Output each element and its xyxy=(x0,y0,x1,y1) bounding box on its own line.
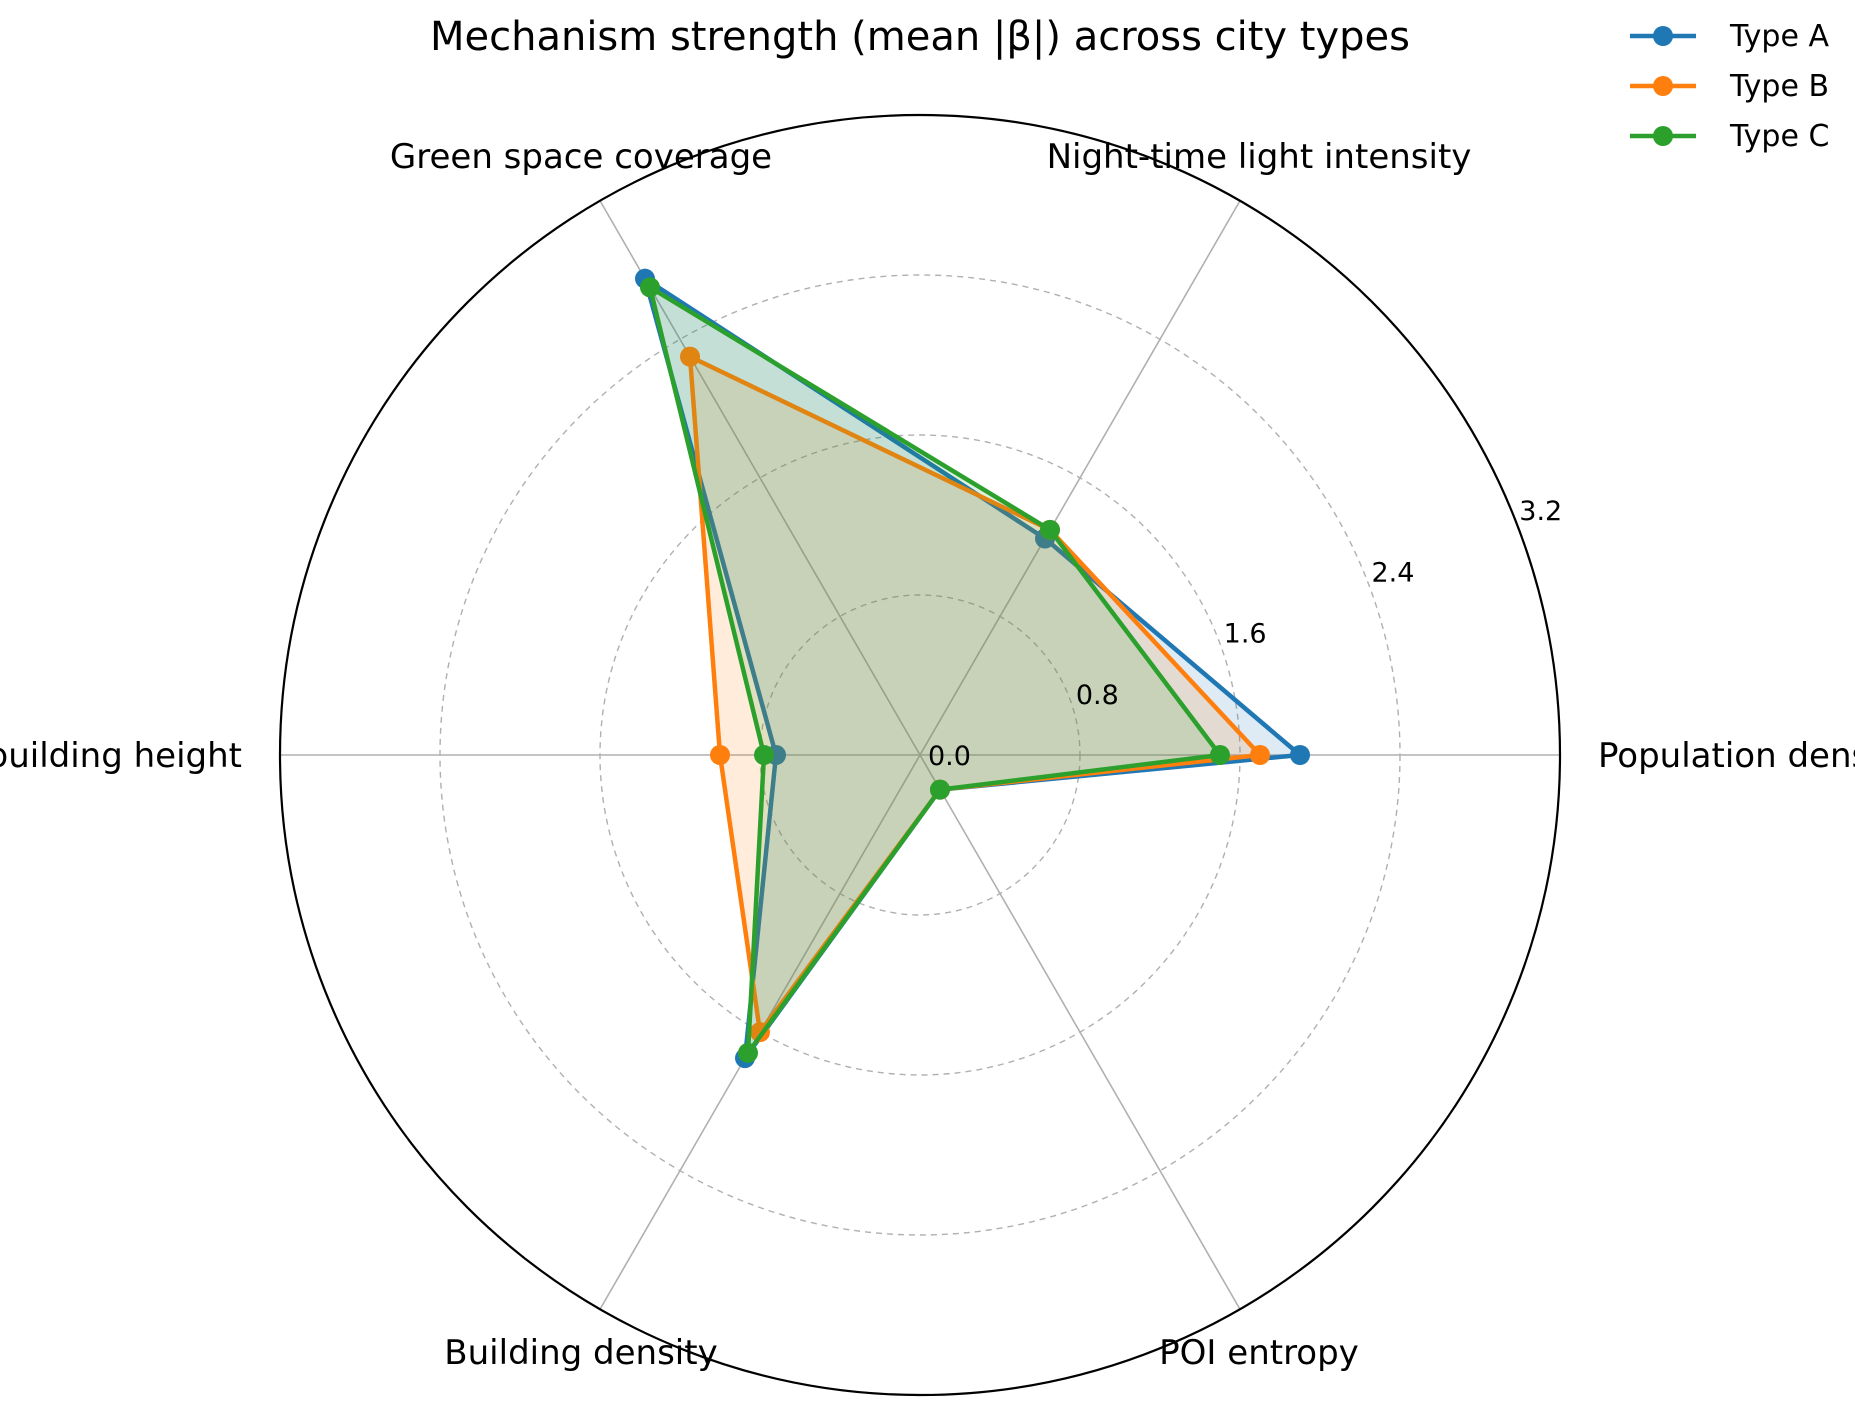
series-fill xyxy=(690,356,1260,1033)
label-layer: 0.0 0.8 1.6 2.4 3.2 Population density Night-t… xyxy=(0,137,1855,1373)
radial-tick-label: 0.0 xyxy=(928,741,971,772)
axis-label: Average building height xyxy=(0,736,242,776)
axis-label: POI entropy xyxy=(1159,1333,1359,1373)
axis-label: Night-time light intensity xyxy=(1047,137,1472,177)
chart-title: Mechanism strength (mean |β|) across cit… xyxy=(430,14,1410,60)
axis-label: Green space coverage xyxy=(390,137,772,177)
legend-label: Type C xyxy=(1729,119,1829,154)
radial-tick-label: 3.2 xyxy=(1519,496,1562,527)
legend-marker xyxy=(1653,26,1673,46)
radial-tick-label: 2.4 xyxy=(1371,557,1414,588)
legend-label: Type B xyxy=(1729,69,1829,104)
legend: Type A Type B Type C xyxy=(1630,19,1829,154)
series-point xyxy=(640,277,660,298)
radial-tick-label: 0.8 xyxy=(1076,680,1119,711)
series-point xyxy=(1290,745,1310,765)
axis-label: Population density xyxy=(1598,736,1855,776)
series-fill xyxy=(650,287,1220,1053)
axis-label: Building density xyxy=(444,1333,717,1373)
series-point xyxy=(1250,745,1270,765)
series-fill xyxy=(645,278,1300,1059)
series-point xyxy=(1040,519,1060,540)
outer-frame xyxy=(278,113,1562,1397)
legend-marker xyxy=(1653,76,1673,96)
grid-circle xyxy=(759,594,1081,916)
series-point xyxy=(738,1042,758,1063)
series-point xyxy=(1210,745,1230,765)
series-point xyxy=(710,745,730,765)
series-layer xyxy=(635,268,1310,1069)
grid-circle xyxy=(439,274,1401,1236)
series-point xyxy=(754,745,774,765)
series-point xyxy=(680,346,700,367)
legend-label: Type A xyxy=(1729,19,1829,54)
series-point xyxy=(930,779,950,800)
radial-tick-label: 1.6 xyxy=(1224,619,1267,650)
legend-marker xyxy=(1653,126,1673,146)
